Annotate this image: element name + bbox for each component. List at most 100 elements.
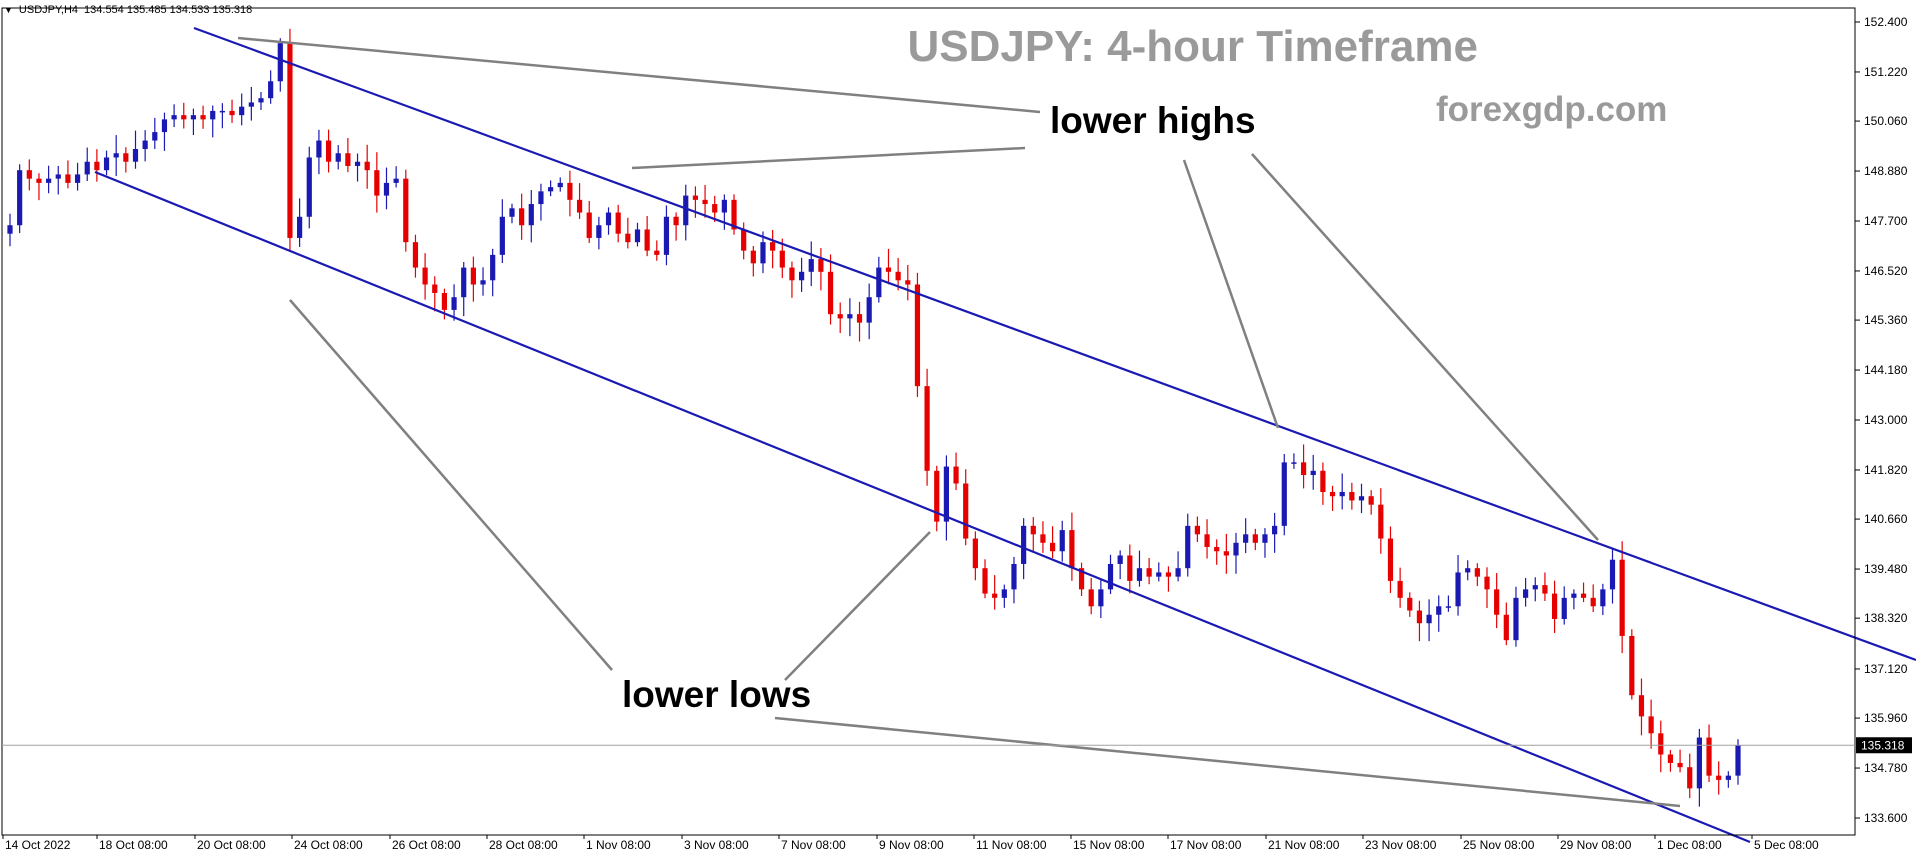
- candle-body: [316, 140, 322, 158]
- x-tick-label: 29 Nov 08:00: [1560, 838, 1632, 850]
- y-tick-label: 134.780: [1864, 761, 1908, 775]
- candle-body: [1291, 462, 1297, 464]
- candle-body: [200, 115, 206, 120]
- candle-body: [441, 292, 448, 310]
- candle-body: [605, 212, 612, 226]
- candle-body: [7, 225, 13, 234]
- axis-layer: 152.400 151.220 150.060 148.880 147.700 146.5…: [1, 7, 1912, 852]
- candle-body: [480, 280, 486, 285]
- candle-body: [1339, 491, 1345, 497]
- candle-body: [760, 242, 766, 264]
- candle-body: [1165, 572, 1172, 577]
- candle-body: [741, 229, 747, 251]
- candle-body: [1001, 589, 1007, 598]
- y-tick-label: 137.120: [1864, 662, 1908, 676]
- candle-body: [268, 81, 274, 99]
- candle-body: [36, 178, 42, 183]
- x-tick-label: 21 Nov 08:00: [1268, 838, 1340, 850]
- candle-body: [1387, 538, 1394, 581]
- candle-body: [229, 110, 235, 116]
- candle-body: [1580, 593, 1587, 598]
- candle-body: [123, 153, 129, 162]
- candle-body: [963, 483, 969, 539]
- candle-body: [576, 199, 583, 213]
- y-tick-label: 144.180: [1864, 363, 1908, 377]
- candle-body: [258, 98, 264, 103]
- candle-body: [152, 132, 158, 141]
- candle-body: [779, 250, 785, 268]
- candle-body: [837, 314, 843, 319]
- candle-body: [1310, 470, 1316, 476]
- candle-body: [1667, 754, 1674, 763]
- symbol-info-bar: ▼ USDJPY,H4 134.554 135.485 134.533 135.…: [4, 4, 252, 16]
- candle-body: [982, 568, 988, 594]
- ohlc-values: 134.554 135.485 134.533 135.318: [84, 4, 253, 16]
- candle-body: [818, 259, 824, 272]
- candle-body: [345, 153, 351, 166]
- current-price-tag: [1856, 737, 1912, 754]
- candle-body: [1638, 695, 1645, 717]
- candle-body: [94, 161, 100, 171]
- candle-body: [1030, 525, 1036, 535]
- y-tick-label: 148.880: [1864, 164, 1908, 178]
- candle-body: [1011, 563, 1017, 590]
- candle-body: [1696, 737, 1702, 789]
- candle-body: [499, 216, 505, 255]
- candle-body: [393, 178, 399, 183]
- collapse-triangle-icon[interactable]: ▼: [4, 5, 13, 15]
- y-tick-label: 150.060: [1864, 114, 1908, 128]
- candle-body: [1098, 589, 1104, 607]
- annotation-pointer-line: [784, 531, 931, 681]
- candle-body: [586, 212, 592, 238]
- x-tick-label: 20 Oct 08:00: [197, 838, 266, 850]
- candle-body: [702, 199, 708, 205]
- candle-body: [567, 182, 573, 200]
- candle-body: [905, 280, 911, 285]
- candle-body: [1088, 589, 1094, 607]
- candle-body: [306, 157, 312, 217]
- candle-body: [1136, 568, 1143, 581]
- annotation-pointer-line: [289, 299, 613, 671]
- x-tick-label: 15 Nov 08:00: [1073, 838, 1145, 850]
- candle-body: [924, 386, 930, 471]
- channel-layer: [94, 26, 1916, 844]
- candle-body: [596, 225, 602, 238]
- annotation-lower-lows: lower lows: [622, 674, 812, 715]
- x-tick-label: 14 Oct 2022: [5, 838, 71, 850]
- candle-body: [1542, 585, 1548, 594]
- candle-body: [287, 43, 293, 238]
- candle-body: [625, 233, 631, 243]
- candle-body: [712, 204, 718, 213]
- candle-body: [1716, 775, 1722, 780]
- candle-body: [1677, 762, 1683, 768]
- candle-body: [953, 466, 959, 484]
- candle-body: [1117, 555, 1123, 564]
- candle-body: [1658, 733, 1664, 755]
- channel-lower-line: [94, 170, 1751, 844]
- candle-body: [1127, 555, 1133, 581]
- candle-body: [74, 174, 81, 183]
- candle-body: [1329, 491, 1336, 497]
- candle-body: [1049, 542, 1056, 552]
- candle-body: [1407, 597, 1413, 611]
- candle-body: [181, 115, 187, 120]
- candle-body: [1648, 716, 1654, 734]
- candle-body: [1300, 462, 1307, 476]
- candle-body: [654, 250, 660, 255]
- watermark-site: forexgdp.com: [1436, 90, 1668, 129]
- candle-body: [1368, 496, 1374, 505]
- y-tick-label: 146.520: [1864, 264, 1908, 278]
- candle-body: [856, 314, 863, 323]
- x-tick-label: 25 Nov 08:00: [1463, 838, 1535, 850]
- candle-body: [239, 106, 245, 116]
- x-tick-label: 24 Oct 08:00: [294, 838, 363, 850]
- candle-body: [1204, 534, 1210, 548]
- x-tick-label: 28 Oct 08:00: [489, 838, 558, 850]
- candle-body: [1416, 610, 1423, 624]
- candle-body: [374, 170, 380, 196]
- candle-body: [548, 187, 554, 192]
- candle-body: [885, 267, 892, 272]
- candle-body: [432, 284, 438, 293]
